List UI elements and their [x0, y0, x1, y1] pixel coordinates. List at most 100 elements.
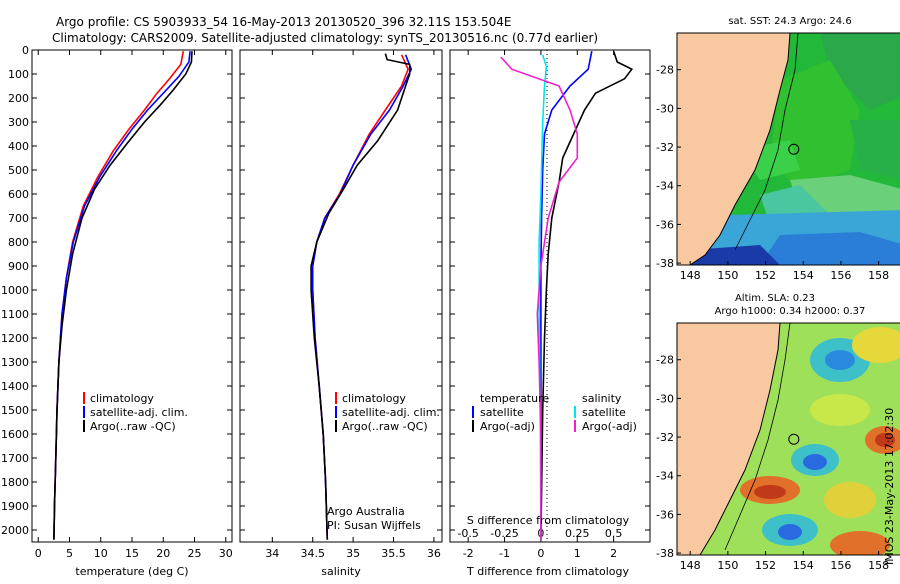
y-tick-label: 500 [8, 164, 29, 177]
difference-legend: temperature satellite Argo(-adj) salinit… [472, 392, 637, 433]
y-tick-label: -28 [656, 354, 674, 367]
y-tick-label: 1900 [1, 500, 29, 513]
y-tick-label: 1700 [1, 452, 29, 465]
x-tick-label: 156 [830, 559, 851, 572]
y-tick-label: 1100 [1, 308, 29, 321]
x-tick-label: 150 [717, 269, 738, 282]
legend-s-argo: Argo(-adj) [582, 420, 637, 433]
coastline [699, 323, 781, 555]
legend-climatology: climatology [90, 392, 154, 405]
sst-map-ticks: 148 150 152 154 156 158 -28 -30 -32 -34 -36 -38 [656, 64, 889, 282]
x-tick-label: -2 [463, 547, 474, 560]
salinity-legend: climatology satellite-adj. clim. Argo(..… [335, 392, 440, 433]
sla-field [677, 323, 900, 555]
y-tick-label: 800 [8, 236, 29, 249]
header-line-1: Argo profile: CS 5903933_54 16-May-2013 … [56, 15, 511, 29]
t-difference-xlabel: T difference from climatology [466, 565, 629, 578]
y-tick-label: -36 [656, 508, 674, 521]
y-tick-label: -28 [656, 64, 674, 77]
y-tick-label: -34 [656, 470, 674, 483]
profile-argo-adj- [500, 56, 579, 540]
x-tick-label: 148 [680, 269, 701, 282]
x-tick-label: 158 [868, 559, 889, 572]
salinity-panel: 34 34.5 35 35.5 36 salinity climatology sate… [239, 49, 443, 578]
legend-climatology: climatology [342, 392, 406, 405]
y-tick-label: -32 [656, 431, 674, 444]
temperature-panel: 0 5 10 15 20 25 300100200300400500600700800900… [1, 44, 233, 578]
x-tick-label: 30 [219, 547, 233, 560]
legend-salinity-header: salinity [582, 392, 622, 405]
y-tick-label: 1600 [1, 428, 29, 441]
difference-ticks: -2 -1 0 1 2-0.5 -0.25 0 0.25 0.5 [450, 49, 650, 560]
sst-map-title: sat. SST: 24.3 Argo: 24.6 [728, 16, 851, 27]
s-tick-label: 0.5 [605, 527, 623, 540]
x-tick-label: 156 [830, 269, 851, 282]
x-tick-label: 2 [610, 547, 617, 560]
x-tick-label: 36 [427, 547, 441, 560]
difference-profiles [500, 50, 634, 540]
y-tick-label: 1800 [1, 476, 29, 489]
y-tick-label: 900 [8, 260, 29, 273]
profile-argo-adj- [540, 50, 634, 540]
x-tick-label: 148 [680, 559, 701, 572]
salinity-ticks: 34 34.5 35 35.5 36 [240, 49, 442, 560]
x-tick-label: 158 [868, 269, 889, 282]
x-tick-label: 5 [66, 547, 73, 560]
argo-position-marker [788, 143, 800, 155]
salinity-profiles [310, 53, 413, 540]
land-mass [677, 323, 780, 555]
s-tick-label: 0.25 [565, 527, 590, 540]
difference-panel: -2 -1 0 1 2-0.5 -0.25 0 0.25 0.5 S difference fr… [449, 49, 651, 578]
legend-argo: Argo(..raw -QC) [90, 420, 176, 433]
coastline [689, 33, 791, 265]
y-tick-label: 0 [22, 44, 29, 57]
x-tick-label: 152 [755, 269, 776, 282]
difference-axes [449, 49, 651, 543]
s-tick-label: -0.5 [457, 527, 478, 540]
temperature-legend: climatology satellite-adj. clim. Argo(..… [83, 392, 188, 433]
x-tick-label: 150 [717, 559, 738, 572]
temperature-ticks: 0 5 10 15 20 25 300100200300400500600700800900… [1, 44, 233, 560]
y-tick-label: 600 [8, 188, 29, 201]
argo-position-marker [788, 433, 800, 445]
x-tick-label: 154 [793, 269, 814, 282]
temperature-xlabel: temperature (deg C) [75, 565, 188, 578]
profile-argo-raw-qc- [53, 51, 193, 540]
y-tick-label: -34 [656, 180, 674, 193]
salinity-xlabel: salinity [321, 565, 361, 578]
x-tick-label: 152 [755, 559, 776, 572]
sst-map: sat. SST: 24.3 Argo: 24.6 148 150 152 154 15… [656, 16, 900, 282]
x-tick-label: 154 [793, 559, 814, 572]
x-tick-label: -1 [499, 547, 510, 560]
sla-map: Altim. SLA: 0.23 Argo h1000: 0.34 h2000:… [656, 293, 900, 572]
isobath [724, 323, 791, 551]
y-tick-label: 1500 [1, 404, 29, 417]
profile-satellite [540, 51, 593, 540]
y-tick-label: 400 [8, 140, 29, 153]
legend-satellite: satellite-adj. clim. [342, 406, 440, 419]
attribution-line-2: PI: Susan Wijffels [327, 519, 421, 532]
y-tick-label: -30 [656, 392, 674, 405]
temperature-profiles [53, 51, 193, 540]
sla-map-ticks: 148 150 152 154 156 158 -28 -30 -32 -34 -36 -38 [656, 354, 889, 572]
x-tick-label: 20 [156, 547, 170, 560]
profile-argo-raw-qc- [310, 53, 411, 540]
salinity-axes [239, 49, 443, 543]
y-tick-label: -38 [656, 257, 674, 270]
y-tick-label: 1400 [1, 380, 29, 393]
x-tick-label: 34 [265, 547, 279, 560]
x-tick-label: 15 [125, 547, 139, 560]
sla-map-title: Altim. SLA: 0.23 [735, 293, 815, 304]
x-tick-label: 34.5 [300, 547, 325, 560]
s-difference-title: S difference from climatology [467, 514, 630, 527]
legend-s-satellite: satellite [582, 406, 626, 419]
y-tick-label: 300 [8, 116, 29, 129]
attribution-line-1: Argo Australia [327, 505, 405, 518]
x-tick-label: 25 [188, 547, 202, 560]
legend-t-satellite: satellite [480, 406, 524, 419]
y-tick-label: 1200 [1, 332, 29, 345]
temperature-axes [31, 49, 233, 543]
x-tick-label: 0 [35, 547, 42, 560]
s-tick-label: -0.25 [490, 527, 518, 540]
legend-t-argo: Argo(-adj) [480, 420, 535, 433]
